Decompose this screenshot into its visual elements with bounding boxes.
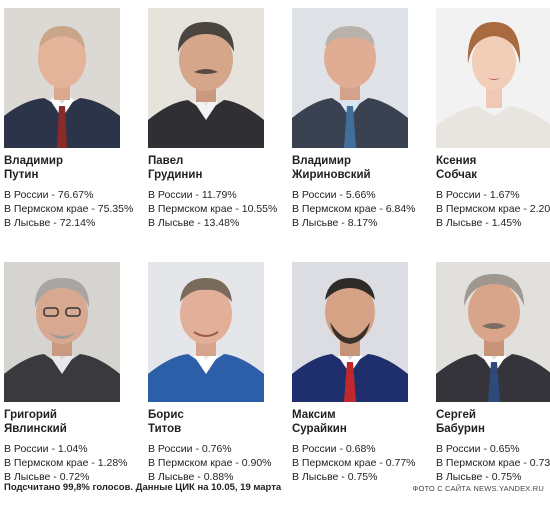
- last-name: Собчак: [436, 169, 477, 181]
- portrait-image: [292, 8, 408, 148]
- last-name: Сурайкин: [292, 423, 347, 435]
- candidate-results: В России - 1.67% В Пермском крае - 2.20%…: [436, 188, 550, 230]
- last-name: Грудинин: [148, 169, 203, 181]
- first-name: Павел: [148, 155, 184, 167]
- portrait-image: [4, 262, 120, 402]
- candidate-name: Владимир Жириновский: [292, 154, 420, 182]
- result-lysva: В Лысьве - 0.75%: [436, 471, 522, 483]
- first-name: Максим: [292, 409, 336, 421]
- candidate-name: Владимир Путин: [4, 154, 132, 182]
- first-name: Борис: [148, 409, 184, 421]
- candidate-card: Владимир Жириновский В России - 5.66% В …: [292, 8, 420, 230]
- candidate-results: В России - 5.66% В Пермском крае - 6.84%…: [292, 188, 420, 230]
- candidate-name: Павел Грудинин: [148, 154, 276, 182]
- result-lysva: В Лысьве - 8.17%: [292, 217, 378, 229]
- first-name: Владимир: [4, 155, 63, 167]
- candidate-card: Борис Титов В России - 0.76% В Пермском …: [148, 262, 276, 484]
- photo-credit: ФОТО С САЙТА NEWS.YANDEX.RU: [412, 484, 544, 493]
- result-perm: В Пермском крае - 75.35%: [4, 203, 134, 215]
- candidate-results: В России - 76.67% В Пермском крае - 75.3…: [4, 188, 134, 230]
- candidate-card: Григорий Явлинский В России - 1.04% В Пе…: [4, 262, 132, 484]
- portrait-image: [148, 8, 264, 148]
- result-lysva: В Лысьве - 0.75%: [292, 471, 378, 483]
- result-lysva: В Лысьве - 1.45%: [436, 217, 522, 229]
- portrait-image: [292, 262, 408, 402]
- candidate-name: Ксения Собчак: [436, 154, 550, 182]
- last-name: Жириновский: [292, 169, 371, 181]
- result-russia: В России - 0.76%: [148, 443, 232, 455]
- result-lysva: В Лысьве - 0.72%: [4, 471, 90, 483]
- first-name: Сергей: [436, 409, 476, 421]
- candidate-photo: [4, 8, 120, 148]
- last-name: Явлинский: [4, 423, 67, 435]
- candidate-results: В России - 0.76% В Пермском крае - 0.90%…: [148, 442, 276, 484]
- result-lysva: В Лысьве - 0.88%: [148, 471, 234, 483]
- candidate-card: Владимир Путин В России - 76.67% В Пермс…: [4, 8, 134, 230]
- last-name: Титов: [148, 423, 182, 435]
- result-perm: В Пермском крае - 0.77%: [292, 457, 416, 469]
- first-name: Григорий: [4, 409, 58, 421]
- candidate-photo: [148, 262, 264, 402]
- result-russia: В России - 11.79%: [148, 189, 237, 201]
- last-name: Бабурин: [436, 423, 485, 435]
- result-russia: В России - 0.68%: [292, 443, 376, 455]
- candidate-photo: [4, 262, 120, 402]
- portrait-image: [436, 8, 550, 148]
- portrait-image: [148, 262, 264, 402]
- candidate-photo: [436, 262, 550, 402]
- result-russia: В России - 0.65%: [436, 443, 520, 455]
- result-lysva: В Лысьве - 72.14%: [4, 217, 96, 229]
- result-russia: В России - 1.67%: [436, 189, 520, 201]
- candidate-results: В России - 11.79% В Пермском крае - 10.5…: [148, 188, 278, 230]
- candidate-results: В России - 0.65% В Пермском крае - 0.73%…: [436, 442, 550, 484]
- portrait-image: [4, 8, 120, 148]
- candidate-card: Павел Грудинин В России - 11.79% В Пермс…: [148, 8, 278, 230]
- first-name: Ксения: [436, 155, 477, 167]
- candidate-name: Борис Титов: [148, 408, 276, 436]
- result-perm: В Пермском крае - 1.28%: [4, 457, 128, 469]
- first-name: Владимир: [292, 155, 351, 167]
- candidate-photo: [148, 8, 264, 148]
- candidate-photo: [436, 8, 550, 148]
- candidate-photo: [292, 8, 408, 148]
- candidates-grid: Владимир Путин В России - 76.67% В Пермс…: [4, 8, 550, 483]
- candidate-card: Ксения Собчак В России - 1.67% В Пермско…: [436, 8, 550, 230]
- candidate-name: Сергей Бабурин: [436, 408, 550, 436]
- result-perm: В Пермском крае - 0.90%: [148, 457, 272, 469]
- result-perm: В Пермском крае - 6.84%: [292, 203, 416, 215]
- last-name: Путин: [4, 169, 39, 181]
- candidate-results: В России - 0.68% В Пермском крае - 0.77%…: [292, 442, 420, 484]
- candidate-results: В России - 1.04% В Пермском крае - 1.28%…: [4, 442, 132, 484]
- candidate-name: Григорий Явлинский: [4, 408, 132, 436]
- result-lysva: В Лысьве - 13.48%: [148, 217, 240, 229]
- footer-note: Подсчитано 99,8% голосов. Данные ЦИК на …: [4, 482, 282, 493]
- candidate-photo: [292, 262, 408, 402]
- candidate-name: Максим Сурайкин: [292, 408, 420, 436]
- result-russia: В России - 5.66%: [292, 189, 376, 201]
- result-russia: В России - 1.04%: [4, 443, 88, 455]
- result-russia: В России - 76.67%: [4, 189, 94, 201]
- candidate-card: Максим Сурайкин В России - 0.68% В Пермс…: [292, 262, 420, 484]
- result-perm: В Пермском крае - 2.20%: [436, 203, 550, 215]
- candidate-card: Сергей Бабурин В России - 0.65% В Пермск…: [436, 262, 550, 484]
- result-perm: В Пермском крае - 0.73%: [436, 457, 550, 469]
- result-perm: В Пермском крае - 10.55%: [148, 203, 278, 215]
- portrait-image: [436, 262, 550, 402]
